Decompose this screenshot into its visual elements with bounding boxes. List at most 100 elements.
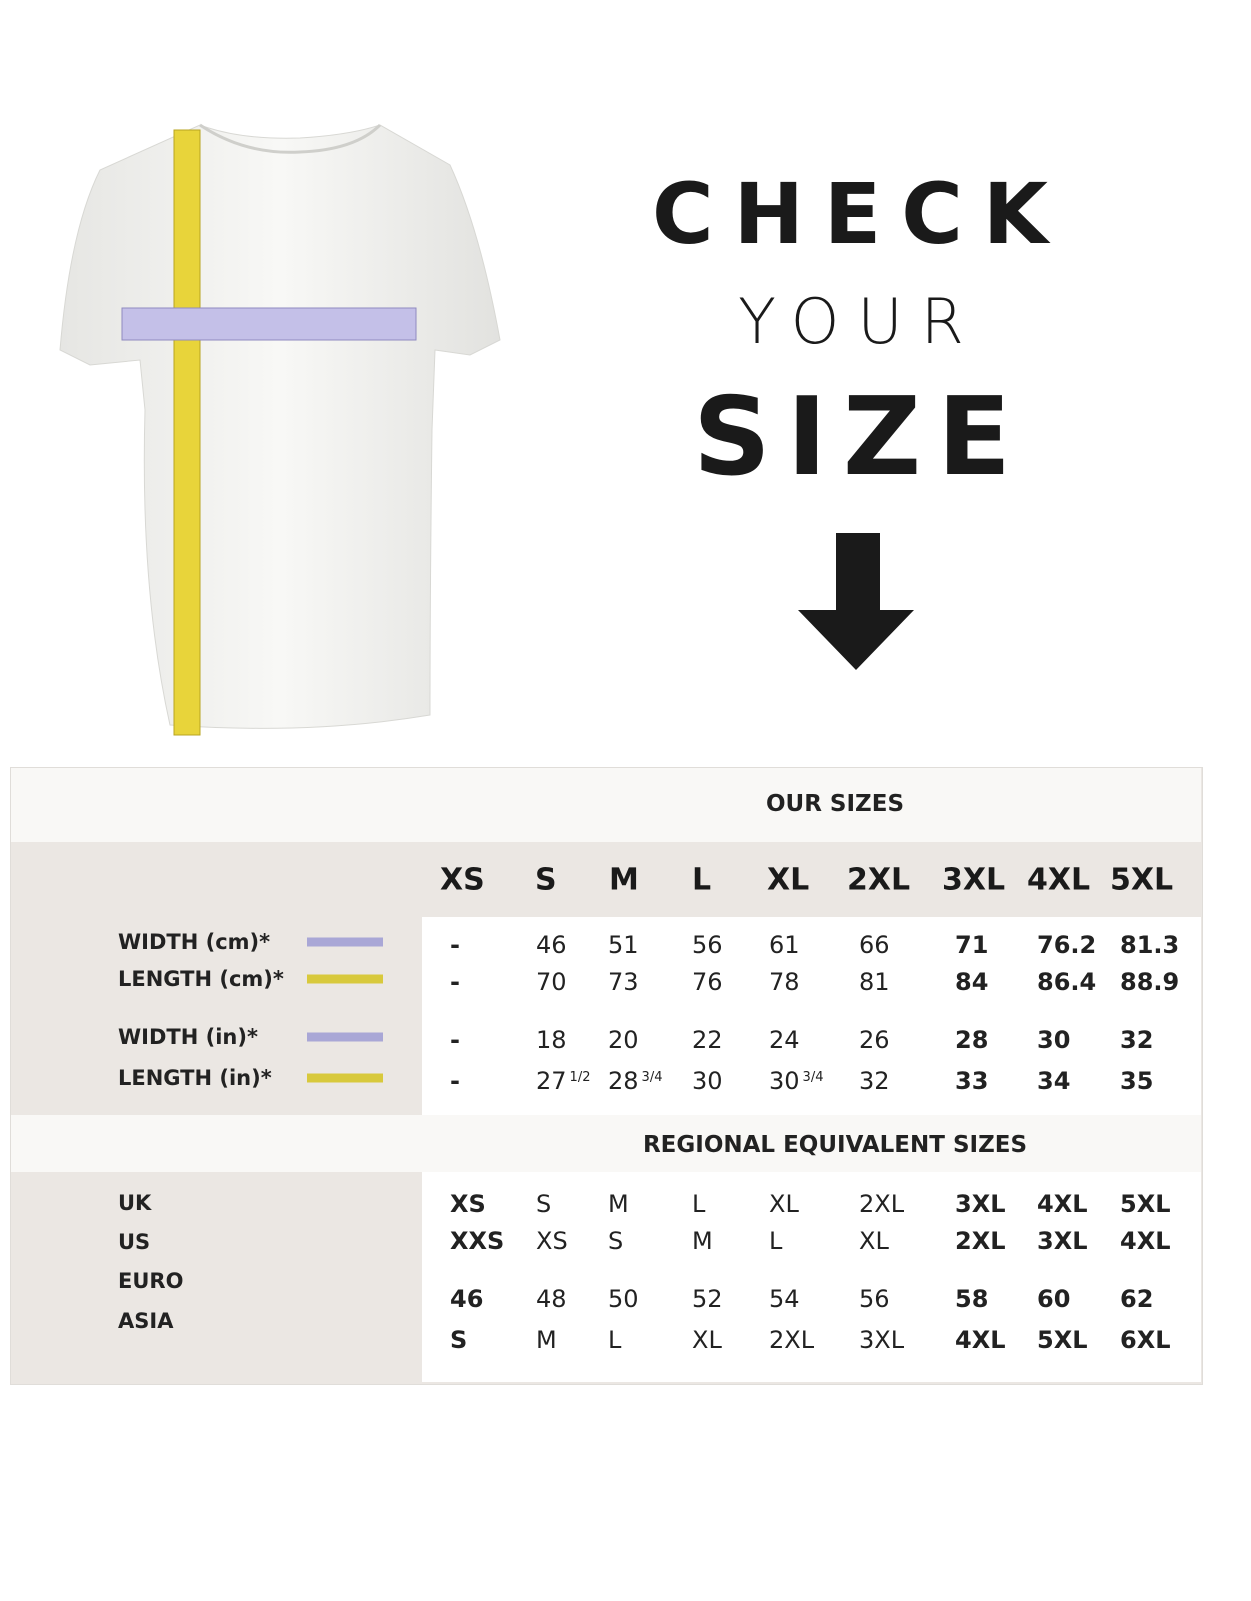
value-text: 24 — [769, 1026, 800, 1054]
value-text: - — [450, 931, 460, 959]
value-text: 46 — [536, 931, 567, 959]
size-header-m: M — [609, 862, 639, 898]
regional-size-value: XL — [859, 1227, 889, 1255]
size-header-l: L — [692, 862, 712, 898]
size-header-s: S — [535, 862, 557, 898]
width-color-swatch — [307, 937, 383, 947]
measurement-value: 73 — [608, 968, 639, 996]
regional-size-value: 4XL — [955, 1326, 1006, 1354]
regional-size-value: L — [692, 1190, 706, 1218]
value-text: 26 — [859, 1026, 890, 1054]
our-sizes-title: OUR SIZES — [765, 791, 905, 817]
regional-size-value: XL — [692, 1326, 722, 1354]
region-label: ASIA — [118, 1309, 174, 1333]
measurement-value: 33 — [955, 1067, 988, 1095]
measurement-value: - — [450, 931, 460, 959]
length-tape-measure — [173, 129, 201, 736]
measurement-value: 81.3 — [1120, 931, 1179, 959]
heading-check: CHECK — [651, 165, 1069, 263]
measurement-value: 66 — [859, 931, 890, 959]
regional-size-value: 3XL — [955, 1190, 1006, 1218]
regional-sizes-title: REGIONAL EQUIVALENT SIZES — [642, 1132, 1028, 1158]
value-text: 70 — [536, 968, 567, 996]
measurement-value: - — [450, 968, 460, 996]
measurement-value: 28 — [955, 1026, 988, 1054]
measurement-value: 32 — [1120, 1026, 1153, 1054]
regional-size-value: M — [608, 1190, 629, 1218]
value-text: 81.3 — [1120, 931, 1180, 959]
value-text: - — [450, 968, 460, 996]
value-text: 33 — [955, 1067, 989, 1095]
value-text: 51 — [608, 931, 639, 959]
regional-size-value: 4XL — [1037, 1190, 1088, 1218]
measurement-value: 34 — [1037, 1067, 1070, 1095]
measurement-value: 78 — [769, 968, 800, 996]
value-text: 32 — [859, 1067, 890, 1095]
measurement-value: 61 — [769, 931, 800, 959]
value-text: 76 — [692, 968, 723, 996]
measurement-value: 30 — [1037, 1026, 1070, 1054]
regional-size-value: 54 — [769, 1285, 800, 1313]
fraction: 1/2 — [569, 1070, 591, 1085]
measurement-label: WIDTH (cm)* — [118, 930, 271, 954]
width-tape-measure — [121, 307, 417, 341]
value-text: 20 — [608, 1026, 639, 1054]
regional-size-value: 52 — [692, 1285, 723, 1313]
measurement-value: 86.4 — [1037, 968, 1096, 996]
fraction: 3/4 — [641, 1070, 663, 1085]
value-text: - — [450, 1067, 460, 1095]
measurement-value: 46 — [536, 931, 567, 959]
measurement-value: 76 — [692, 968, 723, 996]
width-color-swatch — [307, 1032, 383, 1042]
value-text: 84 — [955, 968, 989, 996]
fraction: 3/4 — [802, 1070, 824, 1085]
value-text: 22 — [692, 1026, 723, 1054]
measurement-value: 56 — [692, 931, 723, 959]
regional-size-value: 2XL — [769, 1326, 815, 1354]
regional-size-value: S — [536, 1190, 552, 1218]
region-label: US — [118, 1230, 151, 1254]
tshirt-illustration — [59, 123, 501, 736]
regional-size-value: M — [692, 1227, 713, 1255]
size-header-3xl: 3XL — [942, 862, 1006, 898]
value-text: 88.9 — [1120, 968, 1180, 996]
size-header-5xl: 5XL — [1110, 862, 1174, 898]
value-text: - — [450, 1026, 460, 1054]
value-text: 76.2 — [1037, 931, 1097, 959]
value-text: 86.4 — [1037, 968, 1097, 996]
measurement-value: 30 3/4 — [769, 1067, 823, 1095]
heading-your: YOUR — [738, 285, 982, 358]
value-text: 35 — [1120, 1067, 1154, 1095]
measurement-label: LENGTH (in)* — [118, 1066, 272, 1090]
measurement-value: 84 — [955, 968, 988, 996]
region-label: UK — [118, 1191, 152, 1215]
measurement-value: 76.2 — [1037, 931, 1096, 959]
measurement-value: - — [450, 1026, 460, 1054]
regional-size-value: 3XL — [1037, 1227, 1088, 1255]
value-text: 78 — [769, 968, 800, 996]
regional-size-value: 5XL — [1037, 1326, 1088, 1354]
measurement-value: 32 — [859, 1067, 890, 1095]
measurement-value: 81 — [859, 968, 890, 996]
regional-size-value: 46 — [450, 1285, 484, 1313]
regional-size-value: 56 — [859, 1285, 890, 1313]
value-text: 81 — [859, 968, 890, 996]
regional-size-value: XS — [536, 1227, 568, 1255]
value-text: 34 — [1037, 1067, 1071, 1095]
value-text: 61 — [769, 931, 800, 959]
value-text: 56 — [692, 931, 723, 959]
measurement-value: 24 — [769, 1026, 800, 1054]
measurement-value: 20 — [608, 1026, 639, 1054]
regional-size-value: 2XL — [955, 1227, 1006, 1255]
measurement-value: 26 — [859, 1026, 890, 1054]
regional-size-value: L — [769, 1227, 783, 1255]
value-text: 30 — [1037, 1026, 1071, 1054]
measurement-value: 30 — [692, 1067, 723, 1095]
size-header-xs: XS — [440, 862, 485, 898]
regional-size-value: 4XL — [1120, 1227, 1171, 1255]
value-text: 71 — [955, 931, 989, 959]
regional-size-value: L — [608, 1326, 622, 1354]
regional-size-value: S — [450, 1326, 468, 1354]
measurement-value: 28 3/4 — [608, 1067, 662, 1095]
measurement-value: 88.9 — [1120, 968, 1179, 996]
